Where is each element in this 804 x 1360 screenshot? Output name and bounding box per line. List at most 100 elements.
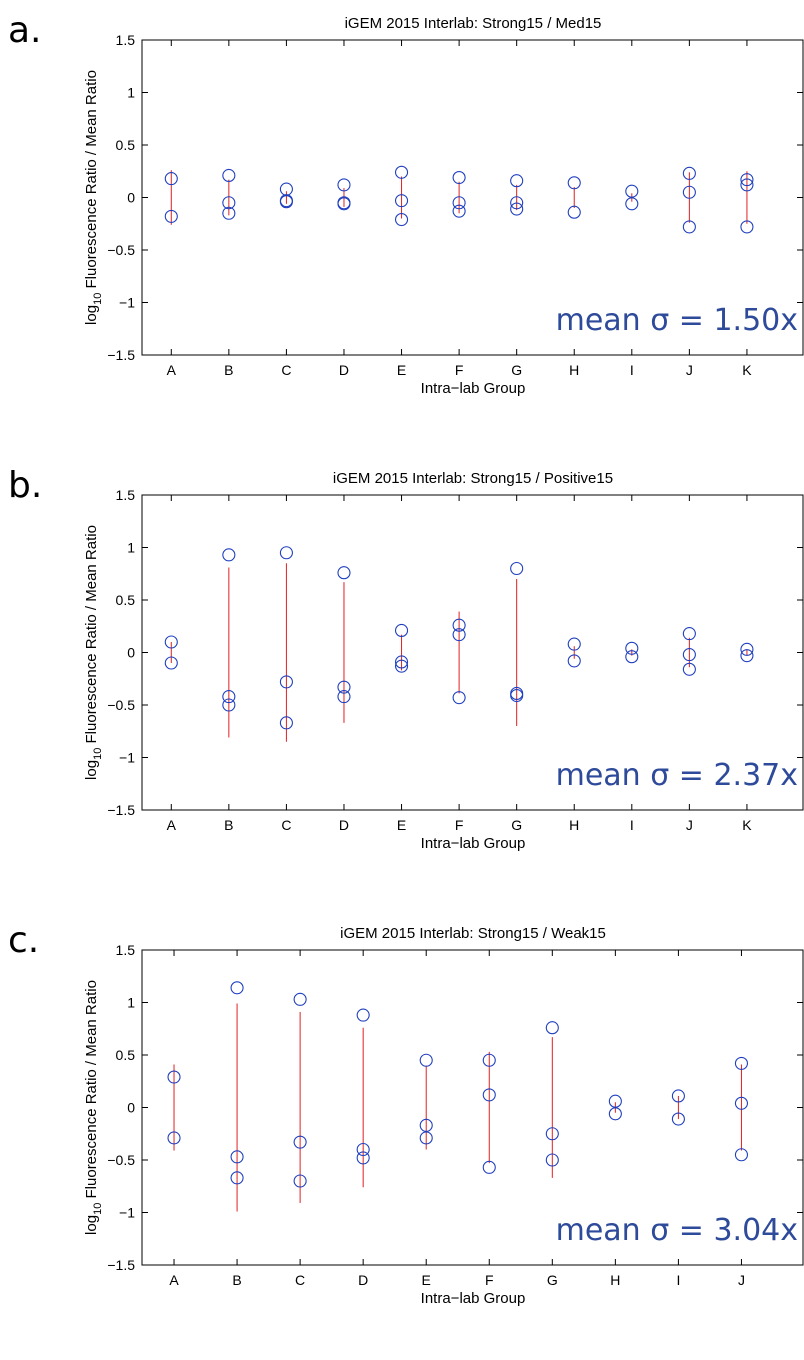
data-point — [625, 650, 639, 664]
data-point — [337, 566, 351, 580]
data-point — [394, 165, 409, 179]
data-point — [625, 197, 639, 211]
data-point — [394, 655, 409, 669]
y-tick-label: −1.5 — [107, 802, 135, 818]
data-point — [222, 548, 236, 562]
data-point — [567, 176, 581, 190]
y-tick-label: 0 — [127, 1100, 135, 1116]
panel-label: a. — [8, 10, 42, 51]
data-point — [452, 171, 466, 185]
x-tick-label: H — [569, 817, 579, 833]
y-tick-label: 1 — [127, 995, 135, 1011]
x-axis-label: Intra−lab Group — [421, 1290, 526, 1307]
x-tick-label: A — [167, 817, 177, 833]
x-tick-label: B — [224, 817, 233, 833]
y-tick-label: 1.5 — [116, 32, 136, 48]
x-tick-label: C — [281, 362, 291, 378]
data-point — [510, 561, 524, 576]
x-tick-label: G — [547, 1272, 558, 1288]
data-point — [222, 196, 236, 210]
x-tick-label: E — [397, 817, 406, 833]
y-tick-label: 0.5 — [116, 1047, 136, 1063]
y-tick-label: −1 — [119, 295, 135, 311]
y-tick-label: −1 — [119, 750, 135, 766]
data-point — [356, 1008, 370, 1022]
data-point — [567, 637, 581, 651]
data-point — [734, 1148, 749, 1162]
data-point — [167, 1070, 181, 1084]
data-point — [682, 648, 696, 662]
mean-sigma-annotation: mean σ = 2.37x — [556, 758, 798, 793]
y-tick-label: 0.5 — [116, 592, 136, 608]
x-tick-label: K — [742, 817, 752, 833]
x-tick-label: A — [169, 1272, 179, 1288]
data-point — [545, 1127, 559, 1141]
y-axis-label: log10 Fluorescence Ratio / Mean Ratio — [83, 525, 104, 780]
data-point — [682, 627, 696, 641]
y-axis-label: log10 Fluorescence Ratio / Mean Ratio — [83, 980, 104, 1235]
data-point — [394, 194, 409, 208]
data-point — [293, 1174, 307, 1188]
data-point — [279, 716, 293, 730]
x-tick-label: C — [295, 1272, 305, 1288]
data-point — [337, 197, 351, 211]
data-point — [452, 691, 466, 705]
data-point — [222, 690, 236, 704]
data-point — [167, 1131, 181, 1145]
data-point — [510, 174, 524, 188]
x-tick-label: I — [630, 362, 634, 378]
data-point — [279, 546, 293, 560]
y-tick-label: −1.5 — [107, 1257, 135, 1273]
chart-svg-c: c. iGEM 2015 Interlab: Strong15 / Weak15 −… — [8, 920, 804, 1307]
x-tick-label: F — [485, 1272, 494, 1288]
y-tick-label: −0.5 — [107, 242, 135, 258]
data-point — [356, 1151, 370, 1165]
x-tick-label: B — [224, 362, 233, 378]
y-tick-label: 0 — [127, 645, 135, 661]
x-tick-label: J — [738, 1272, 745, 1288]
data-point — [419, 1131, 433, 1145]
data-point — [682, 185, 696, 199]
chart-svg-b: b. iGEM 2015 Interlab: Strong15 / Positiv… — [8, 465, 804, 852]
data-point — [394, 659, 409, 673]
data-point — [567, 654, 581, 668]
data-point — [567, 205, 581, 219]
data-point — [608, 1094, 622, 1108]
x-tick-label: F — [455, 817, 464, 833]
data-point — [482, 1160, 496, 1174]
data-point — [222, 206, 236, 220]
data-point — [625, 184, 639, 198]
chart-panel-b: b. iGEM 2015 Interlab: Strong15 / Positiv… — [0, 455, 804, 905]
data-point — [682, 166, 696, 180]
data-point — [337, 690, 351, 704]
data-point — [682, 662, 696, 676]
data-point — [337, 680, 351, 694]
panel-label: b. — [8, 465, 42, 506]
data-point — [510, 196, 524, 210]
x-tick-label: D — [339, 817, 349, 833]
y-tick-label: 1.5 — [116, 942, 136, 958]
y-tick-label: −0.5 — [107, 1152, 135, 1168]
data-point — [452, 628, 466, 642]
chart-title: iGEM 2015 Interlab: Strong15 / Med15 — [345, 15, 602, 32]
data-point — [293, 1135, 307, 1149]
x-tick-label: B — [232, 1272, 241, 1288]
data-point — [740, 649, 754, 663]
data-point — [279, 675, 293, 689]
panel-label: c. — [8, 920, 39, 961]
data-point — [394, 623, 409, 637]
data-point — [419, 1053, 433, 1067]
data-point — [337, 178, 351, 192]
data-point — [682, 220, 696, 234]
y-tick-label: 0.5 — [116, 137, 136, 153]
y-tick-label: 1.5 — [116, 487, 136, 503]
data-point — [545, 1021, 559, 1035]
data-point — [230, 1171, 244, 1185]
x-tick-label: G — [511, 817, 522, 833]
chart-title: iGEM 2015 Interlab: Strong15 / Weak15 — [340, 925, 606, 942]
x-tick-label: D — [339, 362, 349, 378]
data-point — [734, 1056, 749, 1070]
y-tick-label: −1 — [119, 1205, 135, 1221]
data-point — [293, 992, 307, 1006]
data-point — [164, 635, 178, 649]
